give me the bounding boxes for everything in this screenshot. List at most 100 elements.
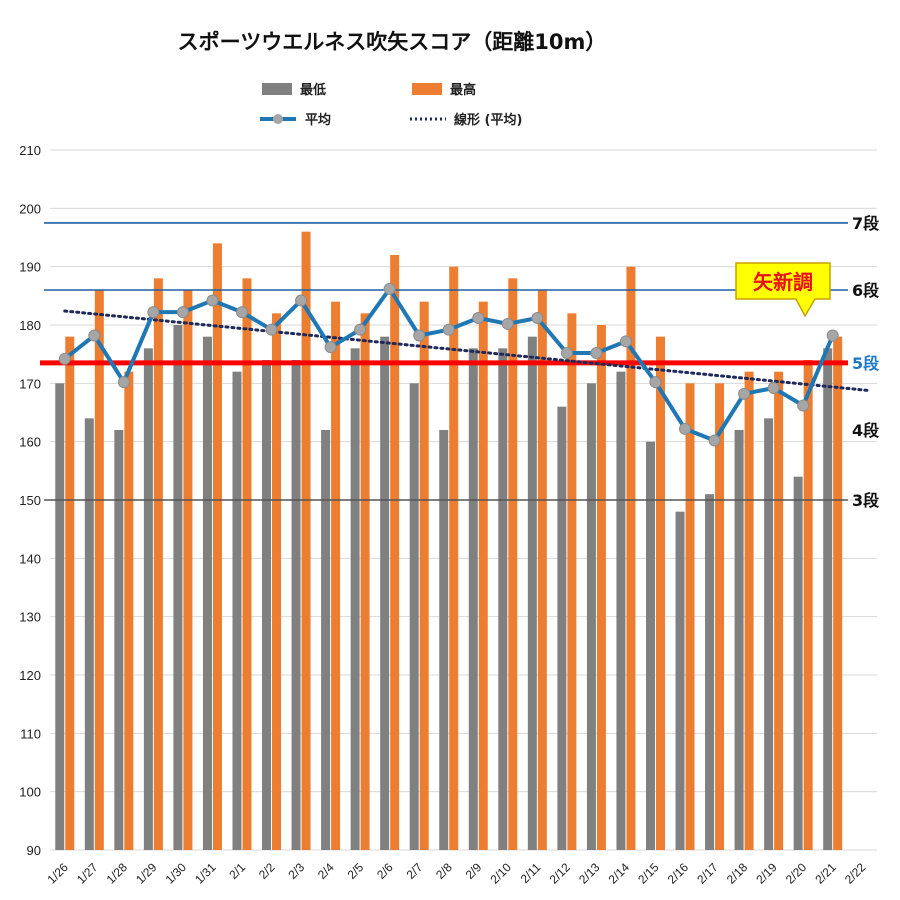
bar-min [645, 441, 655, 850]
x-tick-label: 2/1 [226, 860, 248, 882]
average-point [708, 434, 721, 447]
x-tick-label: 2/9 [463, 860, 485, 882]
bar-min [232, 371, 242, 850]
average-point [826, 329, 839, 342]
bar-max [124, 371, 134, 850]
callout-new-arrows: 矢新調 [735, 262, 831, 318]
x-tick-label: 2/19 [753, 860, 780, 887]
chart-title: スポーツウエルネス吹矢スコア（距離10m） [178, 30, 607, 54]
bar-max [272, 313, 282, 850]
legend-label-min: 最低 [300, 82, 326, 98]
x-tick-label: 2/8 [433, 860, 455, 882]
average-point [117, 376, 130, 389]
bar-min [439, 430, 449, 850]
bar-min [55, 383, 65, 850]
y-tick-label: 120 [19, 668, 41, 683]
y-tick-label: 90 [27, 843, 41, 858]
x-tick-label: 1/28 [104, 860, 131, 887]
legend: 最低 最高 平均 線形 (平均) [260, 82, 522, 128]
x-tick-label: 2/16 [665, 860, 692, 887]
x-tick-label: 1/30 [163, 860, 190, 887]
bar-max [567, 313, 577, 850]
x-tick-label: 2/14 [606, 860, 633, 887]
bar-min [498, 348, 508, 850]
y-tick-label: 110 [20, 726, 41, 741]
bar-max [242, 278, 252, 850]
bar-max [65, 336, 75, 851]
x-tick-label: 2/5 [345, 860, 367, 882]
callout-label: 矢新調 [753, 270, 813, 294]
bar-max [508, 278, 518, 850]
y-tick-label: 180 [19, 318, 41, 333]
bar-min [764, 418, 774, 850]
x-tick-label: 2/17 [694, 860, 721, 887]
bar-max [803, 360, 813, 850]
bar-min [468, 348, 478, 850]
bar-max [596, 325, 606, 850]
bar-min [202, 336, 212, 851]
average-point [235, 306, 248, 319]
x-tick-label: 2/12 [547, 860, 574, 887]
y-tick-label: 170 [19, 376, 41, 391]
y-tick-label: 150 [19, 493, 41, 508]
x-tick-label: 1/26 [44, 860, 71, 887]
average-point [738, 387, 751, 400]
x-tick-label: 2/7 [404, 860, 426, 882]
average-point [649, 376, 662, 389]
bar-max [183, 290, 193, 850]
bar-max [833, 336, 843, 851]
y-axis-ticks: 210 200 190 180 170 160 150 140 130 120 110 100 90 [19, 143, 41, 858]
x-tick-label: 2/18 [724, 860, 751, 887]
bar-min [262, 360, 272, 850]
average-point [590, 347, 603, 359]
average-point [354, 323, 367, 336]
bar-min [173, 325, 183, 850]
average-point [58, 352, 71, 365]
reference-labels: 7段 6段 5段 4段 3段 [852, 214, 880, 510]
x-tick-label: 1/29 [133, 860, 160, 887]
average-point [442, 323, 455, 336]
x-tick-label: 2/10 [488, 860, 515, 887]
legend-label-trend: 線形 (平均) [454, 112, 522, 128]
bar-max [744, 371, 754, 850]
x-tick-label: 2/15 [635, 860, 662, 887]
bar-min [84, 418, 94, 850]
x-tick-label: 2/3 [285, 860, 307, 882]
bar-max [360, 313, 370, 850]
bar-min [143, 348, 153, 850]
x-tick-label: 2/20 [783, 860, 810, 887]
bar-min [675, 511, 685, 850]
bar-max [537, 290, 547, 850]
x-axis-ticks: 1/26 1/27 1/28 1/29 1/30 1/31 2/1 2/2 2/3 2/4 2/5 2… [44, 860, 868, 887]
x-tick-label: 1/27 [74, 860, 101, 887]
bar-max [390, 255, 400, 850]
callout-box [735, 262, 831, 318]
trendline-path [63, 309, 869, 392]
legend-swatch-max [412, 83, 442, 95]
bar-min [734, 430, 744, 850]
legend-swatch-avg-marker [273, 114, 283, 124]
average-point [324, 341, 337, 354]
average-point [531, 312, 544, 324]
bar-min [409, 383, 419, 850]
y-tick-label: 100 [19, 785, 41, 800]
bar-min [321, 430, 331, 850]
bar-max [685, 383, 695, 850]
bar-min [793, 476, 803, 850]
bars [55, 231, 843, 851]
bar-max [301, 231, 311, 850]
reference-label: 6段 [852, 281, 880, 300]
y-tick-label: 200 [19, 201, 41, 216]
average-series [58, 282, 839, 447]
average-point [206, 294, 219, 307]
x-tick-label: 2/4 [315, 860, 337, 882]
x-tick-label: 1/31 [192, 860, 219, 887]
reference-label: 4段 [852, 421, 880, 440]
legend-swatch-min [262, 83, 292, 95]
average-point [472, 312, 485, 324]
average-point [383, 282, 396, 295]
bar-min [705, 494, 715, 850]
average-point [147, 306, 160, 319]
trendline [63, 309, 869, 392]
